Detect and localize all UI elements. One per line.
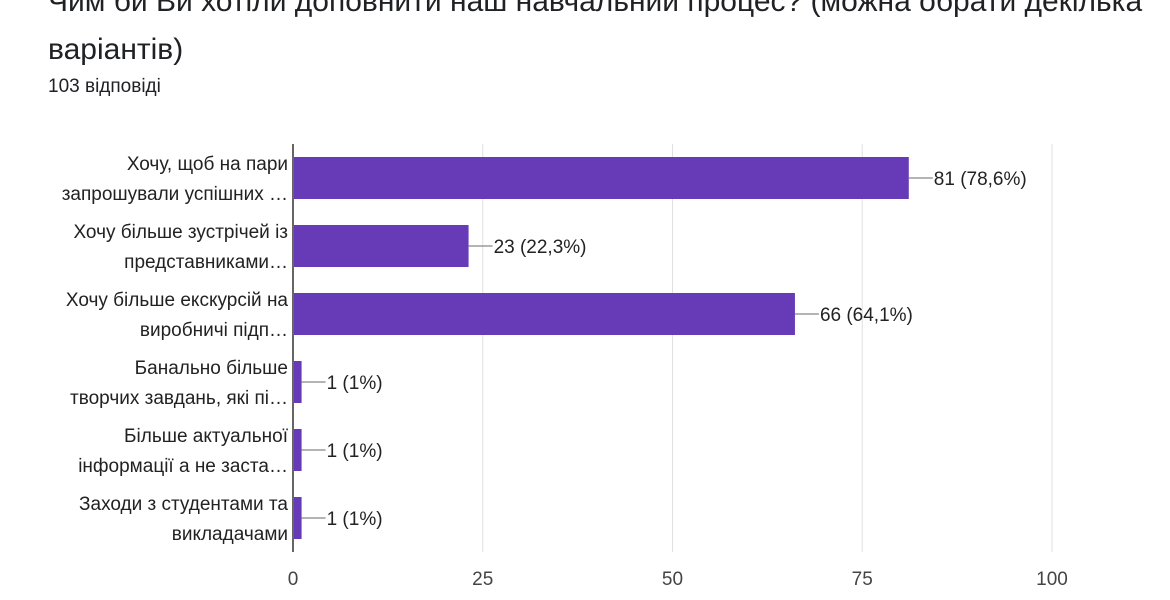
x-tick-label: 0 <box>288 569 299 590</box>
data-label: 66 (64,1%) <box>820 305 913 326</box>
x-tick-label: 100 <box>1036 569 1068 590</box>
data-label: 1 (1%) <box>327 373 383 394</box>
category-label: інформації а не заста… <box>78 456 288 477</box>
bar <box>294 293 795 335</box>
bar <box>294 429 302 471</box>
bar <box>294 225 469 267</box>
x-tick-label: 25 <box>472 569 493 590</box>
response-count: 103 відповіді <box>48 76 161 97</box>
bar <box>294 157 909 199</box>
category-label: запрошували успішних … <box>62 184 288 205</box>
category-label: Банально більше <box>135 358 288 379</box>
data-label: 81 (78,6%) <box>934 169 1027 190</box>
bar <box>294 497 302 539</box>
category-label: творчих завдань, які пі… <box>70 388 288 409</box>
category-label: Хочу більше екскурсій на <box>66 290 289 311</box>
category-label: Заходи з студентами та <box>79 494 288 515</box>
bar <box>294 361 302 403</box>
data-label: 23 (22,3%) <box>494 237 587 258</box>
data-label: 1 (1%) <box>327 509 383 530</box>
x-tick-label: 75 <box>852 569 873 590</box>
category-label: Хочу більше зустрічей із <box>73 222 288 243</box>
category-label: викладачами <box>172 524 288 545</box>
question-title: Чим би Ви хотіли доповнити наш навчальни… <box>48 0 1143 66</box>
category-label: Більше актуальної <box>124 426 289 447</box>
category-label: Хочу, щоб на пари <box>127 154 288 175</box>
x-tick-label: 50 <box>662 569 683 590</box>
data-label: 1 (1%) <box>327 441 383 462</box>
category-label: виробничі підп… <box>140 320 288 341</box>
category-label: представниками… <box>124 252 288 273</box>
